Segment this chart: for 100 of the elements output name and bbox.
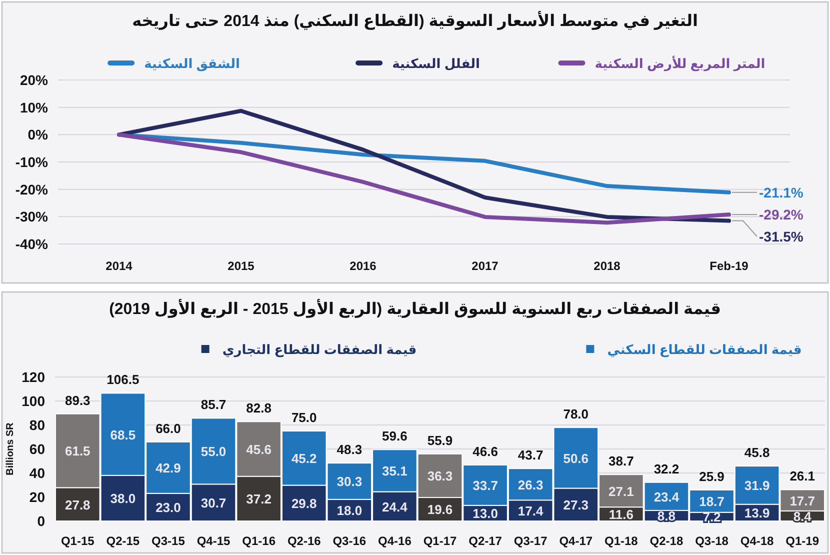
total-label: 26.1 — [790, 468, 816, 484]
data-label: 45.2 — [291, 451, 317, 466]
data-label: 27.1 — [608, 484, 634, 499]
total-label: 32.2 — [654, 461, 680, 476]
data-label: 55.0 — [200, 444, 226, 460]
total-label: 82.8 — [246, 400, 272, 416]
total-label: 25.9 — [699, 468, 724, 484]
total-label: 106.5 — [106, 372, 140, 388]
x-tick-label: 2017 — [472, 259, 499, 273]
data-label: 18.0 — [336, 503, 362, 518]
total-label: 85.7 — [200, 397, 226, 412]
data-label: 17.4 — [518, 504, 544, 519]
x-tick-label: Q3-16 — [332, 534, 366, 548]
line-series — [117, 132, 731, 225]
x-tick-label: Q1-18 — [604, 534, 638, 548]
data-label: 26.3 — [518, 477, 544, 492]
y-tick-label: 100 — [22, 393, 46, 409]
data-label: -31.5% — [759, 228, 804, 244]
total-label: 59.6 — [382, 428, 408, 444]
x-tick-label: Q1-15 — [60, 534, 95, 548]
data-label: 29.8 — [291, 496, 317, 512]
line-series — [117, 108, 731, 223]
data-label: 50.6 — [563, 450, 589, 466]
data-label: -21.1% — [759, 184, 804, 200]
total-label: 89.3 — [64, 392, 90, 408]
x-tick-label: 2014 — [106, 259, 133, 273]
data-label: 8.8 — [657, 508, 676, 524]
total-label: 75.0 — [291, 410, 317, 425]
x-tick-label: 2016 — [350, 259, 377, 273]
legend-label: المتر المربع للأرض السكنية — [594, 55, 766, 72]
data-label: 8.4 — [793, 508, 812, 524]
x-tick-label: Feb-19 — [710, 259, 749, 273]
x-tick-label: Q4-15 — [196, 534, 231, 548]
legend-label: قيمة الصفقات للقطاع التجاري — [222, 342, 417, 358]
x-tick-label: Q3-17 — [514, 534, 548, 548]
data-label: 31.9 — [744, 478, 770, 494]
data-label: 35.1 — [382, 464, 408, 479]
x-tick-label: Q2-15 — [106, 534, 140, 548]
x-tick-label: Q2-18 — [650, 534, 684, 548]
x-tick-label: Q2-17 — [468, 534, 502, 548]
x-tick-label: Q4-18 — [740, 534, 774, 548]
data-label: 37.2 — [246, 492, 272, 507]
data-label: 13.9 — [744, 506, 770, 521]
x-tick-label: Q1-16 — [242, 534, 276, 548]
legend-label: قيمة الصفقات للقطاع السكني — [607, 342, 802, 358]
total-label: 66.0 — [156, 420, 181, 436]
data-label: -29.2% — [759, 206, 804, 222]
y-tick-label: 20% — [20, 72, 49, 88]
x-tick-label: Q3-15 — [152, 534, 186, 548]
data-label: 30.3 — [336, 474, 362, 490]
y-tick-label: -20% — [15, 181, 49, 198]
chart-title: قيمة الصفقات ربع السنوية للسوق العقارية (الربع الأول 2015 - الربع الأول 2019) — [109, 298, 721, 318]
y-tick-label: 40 — [29, 465, 46, 481]
y-axis-title: Billions SR — [5, 422, 16, 476]
legend-label: الشقق السكنية — [144, 56, 240, 72]
x-tick-label: 2018 — [594, 259, 621, 273]
data-label: 38.0 — [110, 491, 136, 506]
data-label: 18.7 — [699, 494, 724, 510]
y-tick-label: -40% — [15, 236, 49, 252]
data-label: 13.0 — [472, 506, 498, 522]
y-tick-label: 10% — [20, 99, 49, 116]
data-label: 27.8 — [64, 497, 90, 512]
total-label: 48.3 — [336, 442, 362, 458]
y-tick-label: 0% — [28, 126, 49, 143]
x-tick-label: Q1-19 — [786, 534, 820, 548]
data-label: 24.4 — [382, 499, 408, 514]
total-label: 78.0 — [563, 406, 589, 422]
data-label: 23.4 — [654, 489, 680, 504]
data-label: 19.6 — [427, 502, 453, 518]
data-label: 27.3 — [563, 498, 589, 513]
y-tick-label: 20 — [29, 489, 46, 505]
chart-title: التغير في متوسط الأسعار السوقية (القطاع السكني) منذ 2014 حتى تاريخه — [132, 10, 698, 30]
x-tick-label: Q4-17 — [559, 534, 593, 548]
data-label: 17.7 — [790, 493, 816, 508]
data-label: 42.9 — [156, 460, 181, 476]
total-label: 46.6 — [472, 444, 498, 459]
data-label: 45.6 — [246, 442, 272, 457]
y-tick-label: 0 — [37, 513, 46, 529]
y-tick-label: 120 — [22, 369, 46, 385]
data-label: 36.3 — [427, 468, 453, 484]
total-label: 43.7 — [518, 448, 544, 463]
data-label: 33.7 — [472, 478, 498, 494]
y-tick-label: -30% — [15, 208, 49, 225]
data-label: 61.5 — [64, 444, 90, 459]
x-tick-label: Q4-16 — [378, 534, 412, 548]
y-tick-label: 80 — [29, 417, 46, 433]
x-tick-label: Q3-18 — [695, 534, 729, 548]
y-tick-label: -10% — [15, 154, 49, 170]
x-tick-label: Q1-17 — [423, 534, 457, 548]
x-tick-label: 2015 — [228, 259, 255, 273]
data-label: 11.6 — [608, 507, 634, 522]
data-label: 68.5 — [110, 427, 136, 442]
data-label: 23.0 — [156, 500, 181, 516]
total-label: 55.9 — [427, 432, 453, 448]
total-label: 45.8 — [744, 445, 770, 460]
legend-label: الفلل السكنية — [392, 56, 480, 71]
data-label: 30.7 — [200, 496, 226, 511]
y-tick-label: 60 — [29, 441, 46, 457]
x-tick-label: Q2-16 — [287, 534, 322, 548]
total-label: 38.7 — [608, 454, 634, 469]
